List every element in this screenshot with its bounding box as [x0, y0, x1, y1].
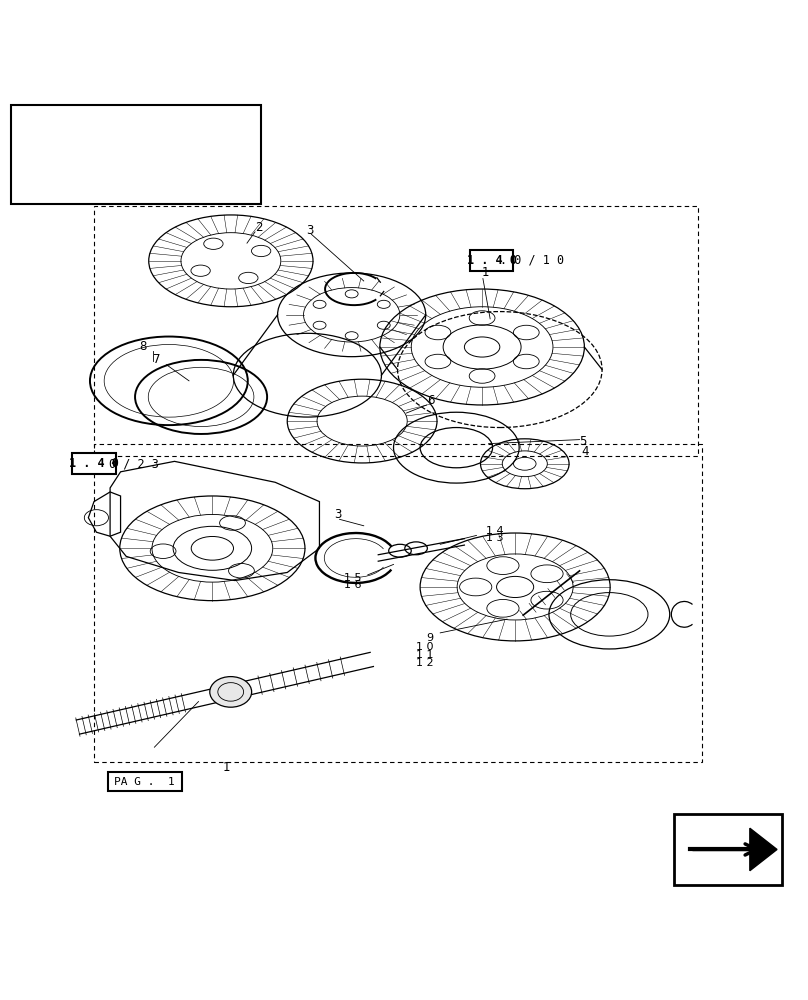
Text: 1 2: 1 2	[416, 658, 434, 668]
FancyBboxPatch shape	[674, 814, 782, 885]
Text: 3: 3	[306, 224, 314, 237]
Polygon shape	[750, 828, 777, 871]
Text: 1: 1	[222, 761, 229, 774]
Text: 6: 6	[427, 394, 435, 407]
FancyBboxPatch shape	[470, 250, 513, 271]
FancyBboxPatch shape	[11, 105, 261, 204]
Text: 1 3: 1 3	[486, 533, 503, 543]
Text: 1 0: 1 0	[416, 642, 434, 652]
Text: 2: 2	[255, 221, 263, 234]
Text: . 0 / 1 0: . 0 / 1 0	[499, 254, 564, 267]
Text: 1 6: 1 6	[344, 580, 361, 590]
FancyBboxPatch shape	[229, 143, 238, 162]
Text: 1 1: 1 1	[416, 650, 434, 660]
FancyBboxPatch shape	[107, 772, 182, 791]
Text: PA G .  1: PA G . 1	[115, 777, 175, 787]
Text: 0 / 2 3: 0 / 2 3	[109, 457, 158, 470]
Text: 1 4: 1 4	[486, 526, 503, 536]
Text: 4: 4	[582, 445, 589, 458]
Text: 1: 1	[482, 266, 489, 279]
FancyBboxPatch shape	[29, 143, 39, 162]
Text: 5: 5	[579, 435, 587, 448]
Text: 8: 8	[139, 340, 146, 353]
Ellipse shape	[61, 148, 74, 157]
Ellipse shape	[188, 148, 201, 157]
Text: 7: 7	[153, 353, 160, 366]
Text: 3: 3	[335, 508, 342, 521]
Text: 1 5: 1 5	[344, 573, 361, 583]
Ellipse shape	[210, 677, 251, 707]
Text: 1 . 4 0: 1 . 4 0	[69, 457, 119, 470]
Text: 1 . 4 0: 1 . 4 0	[467, 254, 516, 267]
FancyBboxPatch shape	[72, 453, 116, 474]
Text: 9: 9	[427, 633, 434, 643]
